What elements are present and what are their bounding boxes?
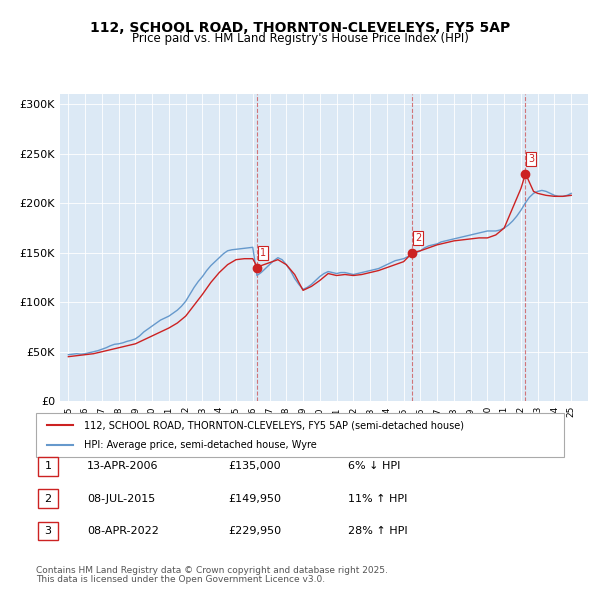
Text: 2: 2 [44, 494, 52, 503]
Text: HPI: Average price, semi-detached house, Wyre: HPI: Average price, semi-detached house,… [83, 440, 316, 450]
Text: 28% ↑ HPI: 28% ↑ HPI [348, 526, 407, 536]
FancyBboxPatch shape [38, 489, 58, 508]
Text: 1: 1 [44, 461, 52, 471]
FancyBboxPatch shape [38, 457, 58, 476]
Text: 6% ↓ HPI: 6% ↓ HPI [348, 461, 400, 471]
FancyBboxPatch shape [36, 413, 564, 457]
Text: 112, SCHOOL ROAD, THORNTON-CLEVELEYS, FY5 5AP (semi-detached house): 112, SCHOOL ROAD, THORNTON-CLEVELEYS, FY… [83, 421, 464, 430]
Text: 3: 3 [44, 526, 52, 536]
Text: £229,950: £229,950 [228, 526, 281, 536]
Text: £149,950: £149,950 [228, 494, 281, 503]
Text: 08-APR-2022: 08-APR-2022 [87, 526, 159, 536]
Text: This data is licensed under the Open Government Licence v3.0.: This data is licensed under the Open Gov… [36, 575, 325, 584]
Text: Price paid vs. HM Land Registry's House Price Index (HPI): Price paid vs. HM Land Registry's House … [131, 32, 469, 45]
Text: £135,000: £135,000 [228, 461, 281, 471]
Text: 1: 1 [260, 248, 266, 258]
FancyBboxPatch shape [38, 522, 58, 540]
Text: 3: 3 [528, 154, 534, 164]
Text: 112, SCHOOL ROAD, THORNTON-CLEVELEYS, FY5 5AP: 112, SCHOOL ROAD, THORNTON-CLEVELEYS, FY… [90, 21, 510, 35]
Text: 08-JUL-2015: 08-JUL-2015 [87, 494, 155, 503]
Text: 11% ↑ HPI: 11% ↑ HPI [348, 494, 407, 503]
Text: 2: 2 [415, 233, 421, 243]
Text: Contains HM Land Registry data © Crown copyright and database right 2025.: Contains HM Land Registry data © Crown c… [36, 566, 388, 575]
Text: 13-APR-2006: 13-APR-2006 [87, 461, 158, 471]
